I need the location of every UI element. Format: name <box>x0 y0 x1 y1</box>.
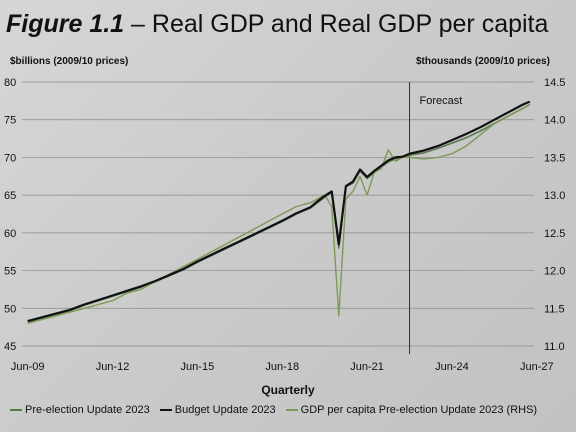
x-tick-4: Jun-21 <box>350 361 384 373</box>
figure-title-text: Real GDP and Real GDP per capita <box>151 10 549 38</box>
series-line-per-capita <box>27 103 531 325</box>
right-y-tick-5: 13.5 <box>544 152 565 164</box>
legend-item-pre-election: Pre-election Update 2023 <box>10 404 150 416</box>
left-y-tick-5: 70 <box>4 152 16 164</box>
left-y-tick-4: 65 <box>4 190 16 202</box>
left-axis-unit: $billions (2009/10 prices) <box>10 56 129 67</box>
legend-item-budget: Budget Update 2023 <box>159 404 276 416</box>
x-ticks: Jun-09 Jun-12 Jun-15 Jun-18 Jun-21 Jun-24 Jun-… <box>11 361 554 373</box>
x-tick-0: Jun-09 <box>11 361 45 373</box>
gridlines <box>22 81 534 347</box>
x-tick-2: Jun-15 <box>181 361 215 373</box>
left-y-tick-1: 50 <box>4 303 16 315</box>
left-y-tick-2: 55 <box>4 266 16 278</box>
legend-label: GDP per capita Pre-election Update 2023 … <box>300 404 538 416</box>
figure-title: Figure 1.1 – Real GDP and Real GDP per c… <box>6 10 548 39</box>
x-tick-6: Jun-27 <box>520 361 554 373</box>
x-axis-label: Quarterly <box>261 383 315 397</box>
series-line-pre-election <box>27 103 531 323</box>
right-y-tick-7: 14.5 <box>544 77 565 89</box>
series-lines <box>27 100 531 325</box>
legend-label: Pre-election Update 2023 <box>25 404 150 416</box>
legend-swatch <box>159 409 172 411</box>
forecast-label: Forecast <box>420 95 463 107</box>
left-y-tick-0: 45 <box>4 341 16 353</box>
right-y-tick-0: 11.0 <box>544 341 565 353</box>
legend-item-per-capita: GDP per capita Pre-election Update 2023 … <box>285 404 538 416</box>
right-y-tick-1: 11.5 <box>544 303 565 315</box>
legend: Pre-election Update 2023 Budget Update 20… <box>10 404 537 416</box>
legend-swatch <box>285 409 298 411</box>
x-tick-1: Jun-12 <box>96 361 130 373</box>
left-y-tick-3: 60 <box>4 228 16 240</box>
legend-label: Budget Update 2023 <box>174 404 276 416</box>
left-y-tick-7: 80 <box>4 77 16 89</box>
right-y-ticks: 11.0 11.5 12.0 12.5 13.0 13.5 14.0 14.5 <box>544 77 565 353</box>
forecast-marker: Forecast <box>409 82 463 354</box>
series-line-budget <box>27 100 531 323</box>
figure-separator: – <box>124 10 152 38</box>
x-tick-5: Jun-24 <box>435 361 469 373</box>
right-y-tick-6: 14.0 <box>544 115 565 127</box>
right-y-tick-2: 12.0 <box>544 266 565 278</box>
x-tick-3: Jun-18 <box>265 361 299 373</box>
right-y-tick-4: 13.0 <box>544 190 565 202</box>
left-y-tick-6: 75 <box>4 115 16 127</box>
right-axis-unit: $thousands (2009/10 prices) <box>416 56 550 67</box>
left-y-ticks: 45 50 55 60 65 70 75 80 <box>4 77 16 353</box>
legend-swatch <box>10 409 22 411</box>
right-y-tick-3: 12.5 <box>544 228 565 240</box>
figure-number: Figure 1.1 <box>6 10 125 38</box>
